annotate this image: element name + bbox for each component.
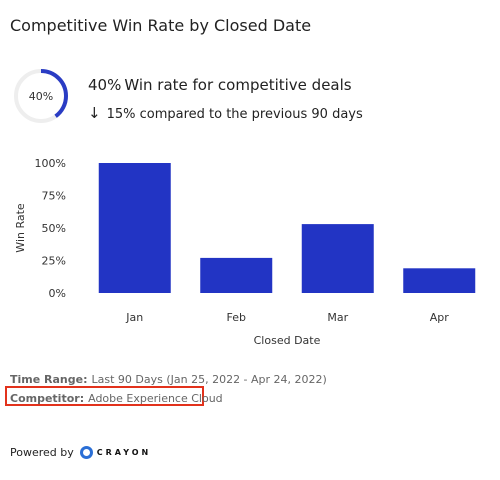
time-range: Time Range: Last 90 Days (Jan 25, 2022 - … <box>10 373 327 386</box>
x-tick-label: Mar <box>327 311 348 324</box>
y-axis-label: Win Rate <box>14 203 27 253</box>
x-axis-label: Closed Date <box>254 334 321 347</box>
competitor-highlight-box <box>5 386 204 406</box>
down-arrow-icon: ↓ <box>88 104 101 122</box>
kpi-change-text: 15% compared to the previous 90 days <box>106 107 363 122</box>
brand-name: CRAYON <box>96 448 152 457</box>
competitor-value: Adobe Experience Cloud <box>88 392 223 405</box>
win-rate-bar-chart: 0% 25% 50% 75% 100% Win Rate Jan Feb Mar Apr Close… <box>14 157 476 347</box>
competitor-filter: Competitor: Adobe Experience Cloud <box>10 392 223 405</box>
kpi-headline: 40% Win rate for competitive deals <box>88 76 352 94</box>
bar-apr <box>403 268 476 293</box>
kpi-text: Win rate for competitive deals <box>124 76 352 94</box>
win-rate-ring <box>14 69 68 123</box>
bar-jan <box>98 163 171 293</box>
x-tick-label: Feb <box>227 311 246 324</box>
time-range-label: Time Range: <box>10 373 88 386</box>
bar-feb <box>200 257 273 293</box>
y-tick-label: 75% <box>42 190 66 203</box>
kpi-change: ↓ 15% compared to the previous 90 days <box>88 104 363 122</box>
powered-by: Powered by CRAYON <box>10 446 151 459</box>
competitor-label: Competitor: <box>10 392 85 405</box>
kpi-percent: 40% <box>88 76 122 94</box>
y-tick-label: 0% <box>49 287 66 300</box>
y-tick-label: 25% <box>42 255 66 268</box>
powered-by-text: Powered by <box>10 446 74 459</box>
x-tick-label: Jan <box>125 311 143 324</box>
time-range-value: Last 90 Days (Jan 25, 2022 - Apr 24, 202… <box>91 373 327 386</box>
crayon-logo-icon <box>79 446 93 459</box>
win-rate-ring-label: 40% <box>28 89 54 103</box>
y-tick-label: 50% <box>42 222 66 235</box>
bar-mar <box>301 224 374 293</box>
y-tick-label: 100% <box>35 157 66 170</box>
chart-title: Competitive Win Rate by Closed Date <box>10 16 312 35</box>
x-tick-label: Apr <box>430 311 450 324</box>
